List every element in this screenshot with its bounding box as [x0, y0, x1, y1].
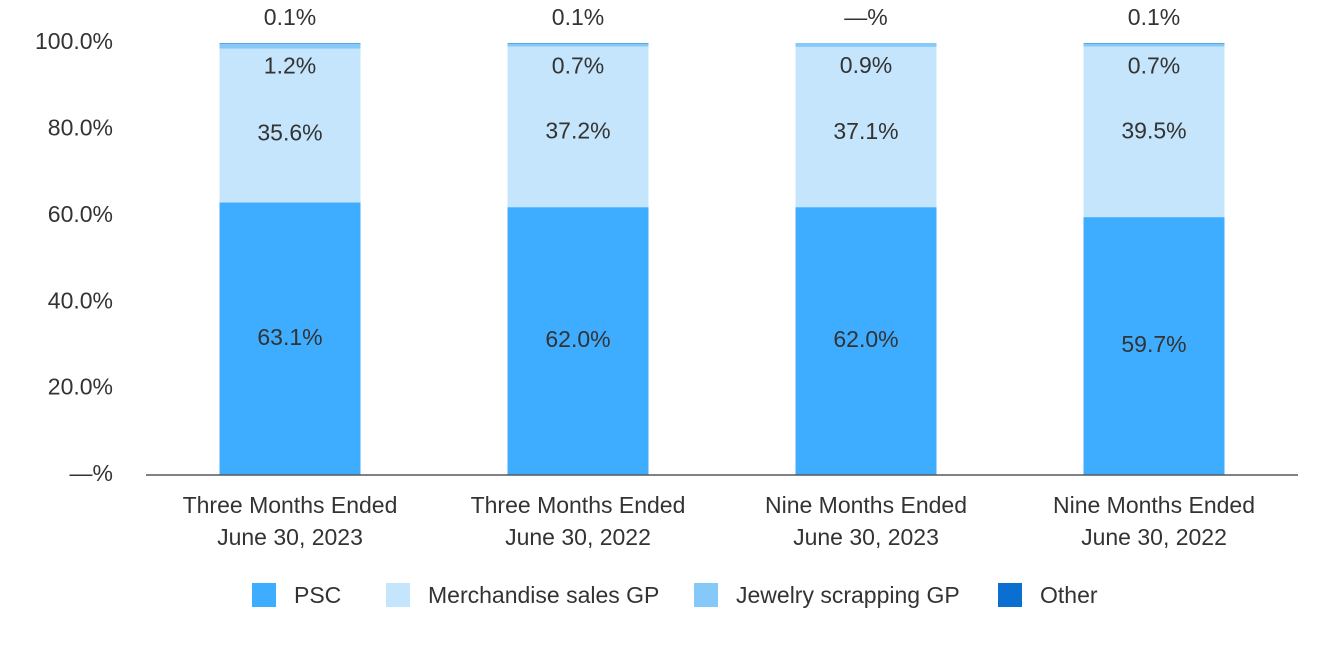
y-tick-label: 40.0%	[48, 287, 113, 313]
legend-item: Jewelry scrapping GP	[694, 578, 960, 612]
bar-segment-merchandise-sales-gp	[219, 48, 361, 203]
y-tick-label: 20.0%	[48, 374, 113, 400]
bar-segment-jewelry-scrapping-gp	[1083, 43, 1225, 47]
data-label: 37.1%	[833, 118, 898, 144]
x-tick-label: Nine Months Ended	[1053, 492, 1255, 518]
y-tick-label: 80.0%	[48, 114, 113, 140]
x-tick-label: Three Months Ended	[183, 492, 398, 518]
data-label: 0.7%	[552, 53, 604, 79]
data-label: 39.5%	[1121, 118, 1186, 144]
bar-segment-jewelry-scrapping-gp	[219, 43, 361, 49]
data-label: 0.1%	[1128, 4, 1180, 30]
data-label: 0.1%	[264, 4, 316, 30]
data-label: 62.0%	[833, 326, 898, 352]
data-label: —%	[844, 4, 887, 30]
x-tick-label: June 30, 2022	[505, 524, 651, 550]
data-label: 62.0%	[545, 326, 610, 352]
x-tick-label: June 30, 2023	[793, 524, 939, 550]
x-tick-label: June 30, 2023	[217, 524, 363, 550]
data-label: 63.1%	[257, 324, 322, 350]
legend-label: Merchandise sales GP	[428, 581, 660, 608]
bar-segment-psc	[795, 207, 937, 475]
bar-segment-merchandise-sales-gp	[795, 46, 937, 208]
data-label: 0.1%	[552, 4, 604, 30]
data-label: 37.2%	[545, 118, 610, 144]
bar-segment-jewelry-scrapping-gp	[507, 43, 649, 47]
bar-segment-merchandise-sales-gp	[507, 46, 649, 208]
data-label: 35.6%	[257, 120, 322, 146]
y-tick-label: 100.0%	[35, 28, 113, 54]
legend-label: Other	[1040, 581, 1098, 608]
legend-item: Merchandise sales GP	[386, 578, 659, 612]
chart-legend: PSC Merchandise sales GP Jewelry scrapping…	[0, 578, 1340, 612]
data-label: 0.9%	[840, 52, 892, 78]
bar-segment-merchandise-sales-gp	[1083, 46, 1225, 218]
legend-swatch	[386, 583, 410, 607]
bar-segment-psc	[1083, 217, 1225, 475]
bar-segment-jewelry-scrapping-gp	[795, 43, 937, 47]
legend-swatch	[694, 583, 718, 607]
x-tick-label: Three Months Ended	[471, 492, 686, 518]
legend-item: Other	[998, 578, 1098, 612]
legend-swatch	[252, 583, 276, 607]
legend-swatch	[998, 583, 1022, 607]
y-tick-label: —%	[70, 460, 113, 486]
bar-segment-psc	[219, 202, 361, 475]
x-tick-label: Nine Months Ended	[765, 492, 967, 518]
data-label: 59.7%	[1121, 331, 1186, 357]
legend-label: PSC	[294, 581, 342, 608]
legend-item: PSC	[252, 578, 341, 612]
bar-segment-psc	[507, 207, 649, 475]
legend-label: Jewelry scrapping GP	[736, 581, 960, 608]
y-tick-label: 60.0%	[48, 201, 113, 227]
data-label: 1.2%	[264, 53, 316, 79]
x-tick-label: June 30, 2022	[1081, 524, 1227, 550]
data-label: 0.7%	[1128, 53, 1180, 79]
